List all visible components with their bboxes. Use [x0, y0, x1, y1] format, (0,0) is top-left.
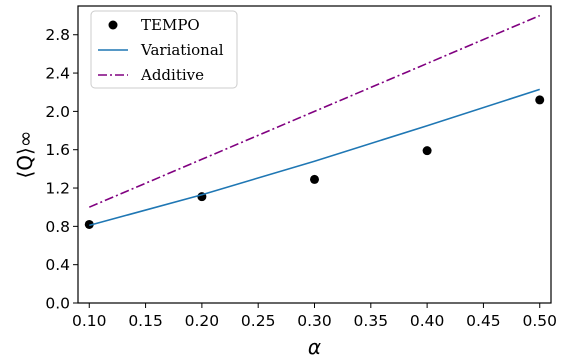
x-tick-label-1: 0.15 — [128, 312, 163, 330]
series-line-additive — [88, 14, 541, 208]
y-tick-label-5: 2.0 — [45, 103, 70, 121]
legend-label-variational: Variational — [140, 41, 224, 59]
y-tick-label-0: 0.0 — [45, 295, 70, 313]
point-tempo-0 — [84, 219, 94, 229]
y-tick-label-6: 2.4 — [45, 65, 70, 83]
x-tick-label-4: 0.30 — [297, 312, 332, 330]
x-axis-label: α — [308, 335, 321, 359]
x-tick-label-5: 0.35 — [354, 312, 389, 330]
y-axis-label: ⟨Q⟩∞ — [13, 130, 37, 178]
point-tempo-3 — [422, 146, 432, 156]
y-tick-label-3: 1.2 — [45, 180, 70, 198]
legend: TEMPO Variational Additive — [90, 10, 238, 89]
legend-box — [90, 10, 238, 89]
y-tick-label-4: 1.6 — [45, 141, 70, 159]
x-tick-label-6: 0.40 — [410, 312, 445, 330]
y-axis: 0.0 0.4 0.8 1.2 1.6 2.0 2.4 2.8 — [45, 26, 78, 313]
legend-label-tempo: TEMPO — [141, 16, 200, 34]
x-tick-label-0: 0.10 — [72, 312, 107, 330]
x-tick-label-7: 0.45 — [466, 312, 501, 330]
x-tick-label-2: 0.20 — [185, 312, 220, 330]
x-axis: 0.10 0.15 0.20 0.25 0.30 0.35 0.40 0.45 0.50 — [72, 303, 557, 330]
x-tick-label-3: 0.25 — [241, 312, 276, 330]
series-line-variational — [89, 88, 540, 227]
legend-label-additive: Additive — [140, 66, 204, 84]
y-tick-label-2: 0.8 — [45, 218, 70, 236]
point-tempo-4 — [535, 95, 545, 105]
y-tick-label-7: 2.8 — [45, 26, 70, 44]
plot-marks — [84, 14, 545, 229]
point-tempo-2 — [310, 174, 319, 184]
y-tick-label-1: 0.4 — [45, 256, 70, 274]
legend-swatch-tempo — [108, 20, 118, 30]
x-tick-label-8: 0.50 — [522, 312, 557, 330]
